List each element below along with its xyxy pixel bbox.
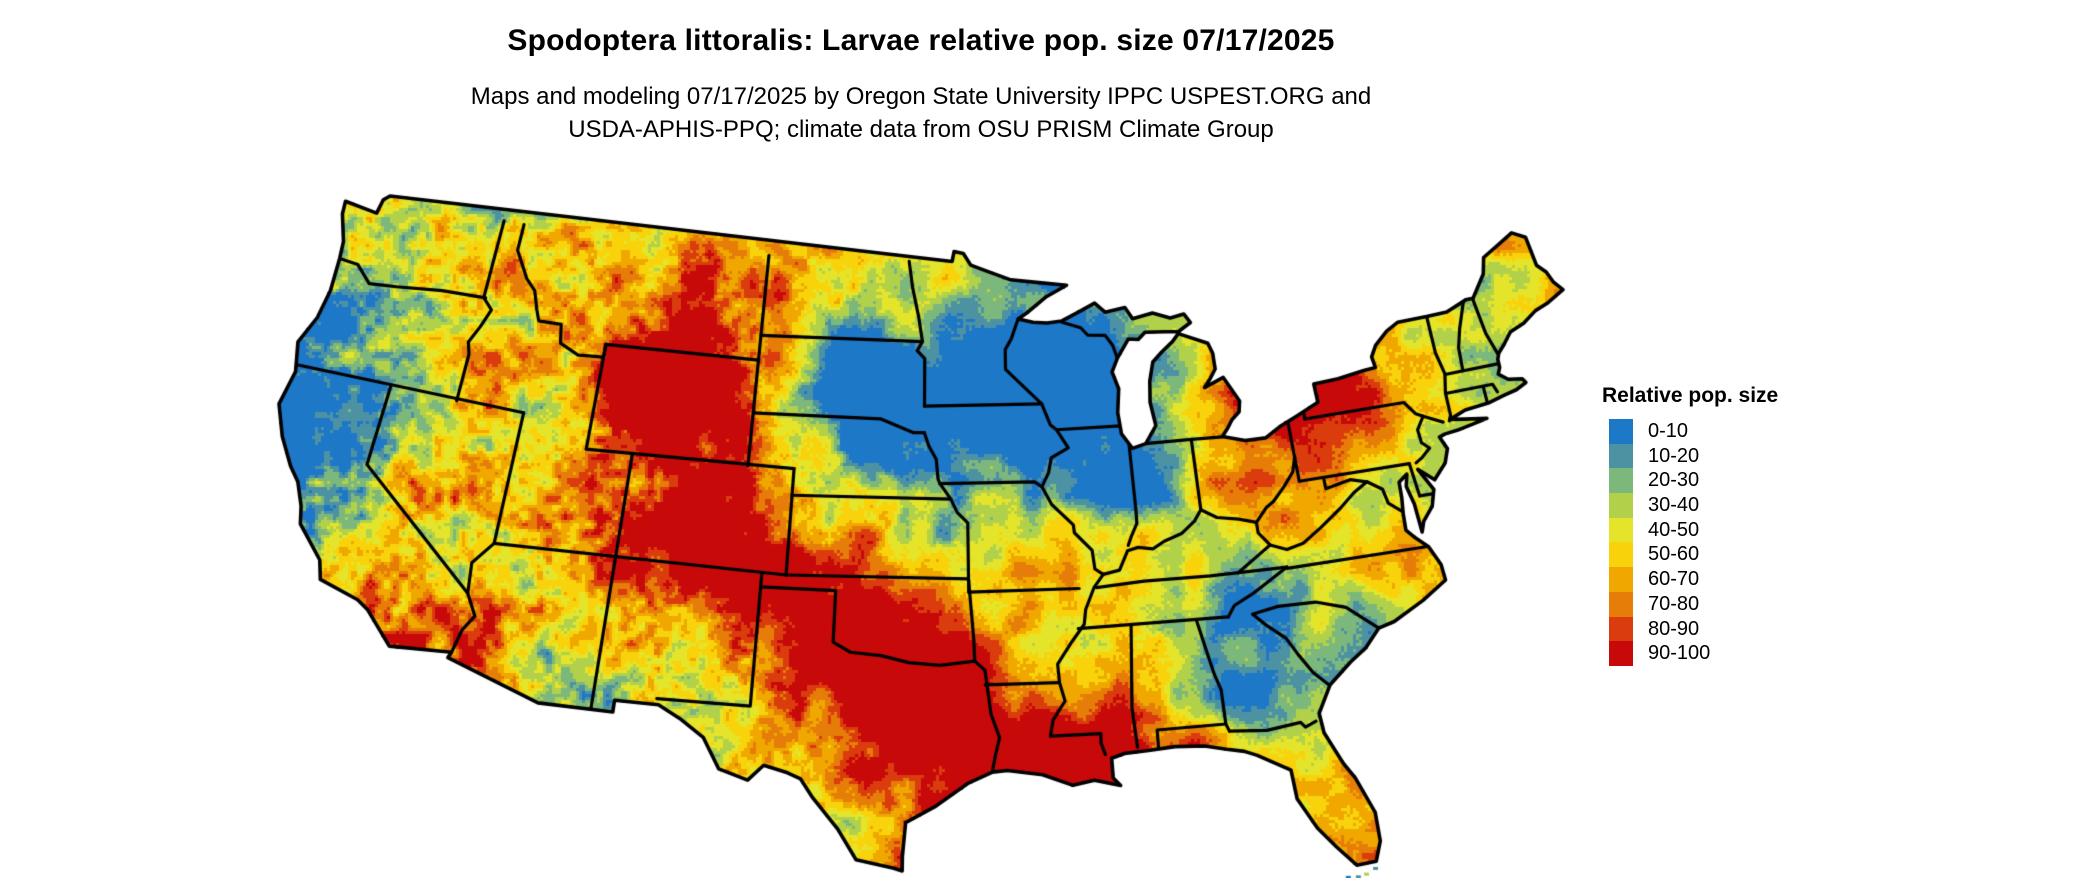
- legend-swatch: [1609, 542, 1633, 568]
- legend-row: 60-70: [1609, 567, 1862, 592]
- legend-swatch: [1609, 567, 1633, 592]
- legend-swatch: [1609, 443, 1633, 469]
- legend-label: 0-10: [1648, 420, 1689, 442]
- legend-swatch: [1609, 517, 1633, 543]
- legend-row: 30-40: [1609, 493, 1862, 518]
- legend-row: 20-30: [1609, 468, 1862, 494]
- legend-swatch: [1609, 493, 1633, 518]
- legend-label: 50-60: [1648, 543, 1700, 566]
- legend-swatch: [1609, 616, 1633, 642]
- legend-label: 10-20: [1648, 444, 1700, 467]
- legend-label: 80-90: [1648, 617, 1700, 640]
- legend-label: 60-70: [1648, 568, 1700, 591]
- legend-label: 40-50: [1648, 518, 1700, 541]
- legend-label: 20-30: [1648, 469, 1700, 492]
- legend-swatch: [1609, 419, 1633, 444]
- legend-row: 50-60: [1609, 542, 1862, 568]
- legend: Relative pop. size 0-10 10-20 20-30 30-40 40…: [1602, 384, 1862, 666]
- legend-row: 10-20: [1609, 443, 1862, 469]
- map-subtitle: Maps and modeling 07/17/2025 by Oregon S…: [0, 80, 1842, 146]
- map-subtitle-line1: Maps and modeling 07/17/2025 by Oregon S…: [470, 83, 1372, 110]
- us-map: [276, 193, 1566, 878]
- legend-title: Relative pop. size: [1602, 384, 1779, 407]
- header: Spodoptera littoralis: Larvae relative p…: [0, 0, 1842, 146]
- legend-row: 40-50: [1609, 517, 1862, 543]
- legend-label: 30-40: [1648, 494, 1700, 517]
- legend-row: 90-100: [1609, 641, 1862, 666]
- legend-label: 70-80: [1648, 592, 1700, 615]
- legend-swatch: [1609, 591, 1633, 617]
- legend-row: 70-80: [1609, 591, 1862, 617]
- legend-entries: 0-10 10-20 20-30 30-40 40-50 50-60 60-70 70-80 8…: [1609, 419, 1862, 666]
- us-map-raster-canvas: [276, 193, 1566, 878]
- legend-swatch: [1609, 468, 1633, 494]
- legend-row: 0-10: [1609, 419, 1862, 444]
- page-title: Spodoptera littoralis: Larvae relative p…: [507, 24, 1335, 57]
- legend-swatch: [1609, 641, 1633, 666]
- map-subtitle-line2: USDA-APHIS-PPQ; climate data from OSU PR…: [568, 116, 1274, 143]
- legend-label: 90-100: [1648, 642, 1711, 665]
- legend-row: 80-90: [1609, 616, 1862, 642]
